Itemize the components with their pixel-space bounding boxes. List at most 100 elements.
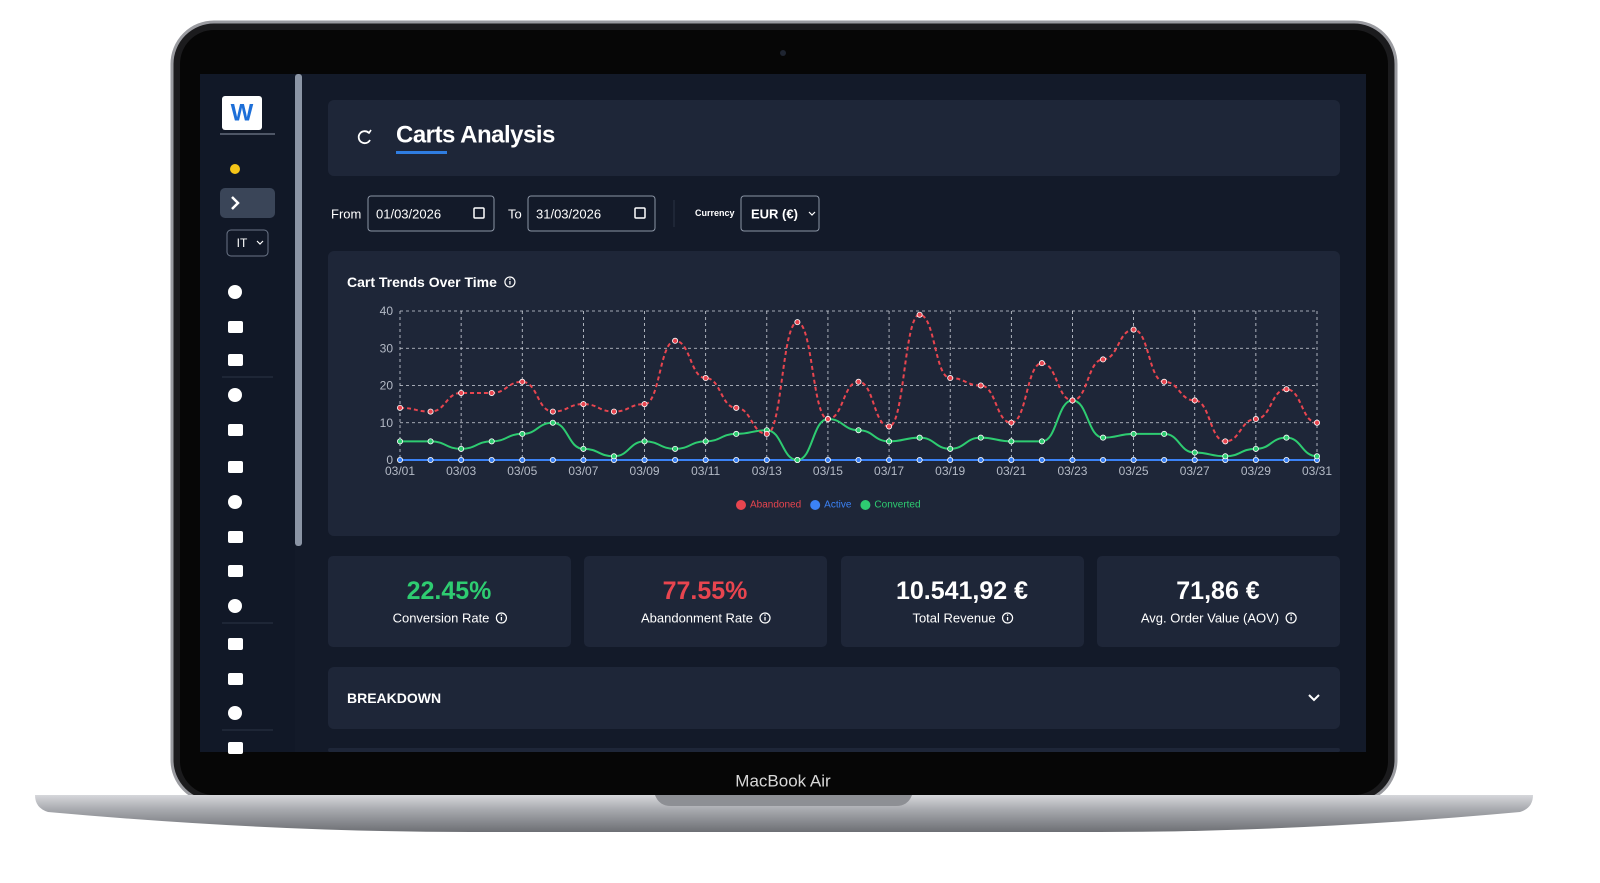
data-point[interactable]	[733, 404, 740, 411]
data-point[interactable]	[947, 445, 954, 452]
data-point[interactable]	[733, 456, 740, 463]
nav-icon[interactable]	[228, 565, 243, 577]
data-point[interactable]	[1130, 456, 1137, 463]
data-point[interactable]	[1130, 326, 1137, 333]
data-point[interactable]	[1100, 456, 1107, 463]
data-point[interactable]	[396, 404, 403, 411]
data-point[interactable]	[763, 456, 770, 463]
data-point[interactable]	[886, 456, 893, 463]
nav-icon[interactable]	[228, 638, 243, 650]
data-point[interactable]	[855, 456, 862, 463]
data-point[interactable]	[519, 430, 526, 437]
data-point[interactable]	[1100, 434, 1107, 441]
info-icon[interactable]	[504, 276, 516, 288]
data-point[interactable]	[855, 427, 862, 434]
data-point[interactable]	[1283, 456, 1290, 463]
data-point[interactable]	[947, 456, 954, 463]
data-point[interactable]	[1252, 416, 1259, 423]
data-point[interactable]	[427, 438, 434, 445]
data-point[interactable]	[580, 401, 587, 408]
data-point[interactable]	[824, 456, 831, 463]
data-point[interactable]	[977, 382, 984, 389]
currency-select[interactable]	[740, 195, 820, 232]
data-point[interactable]	[672, 445, 679, 452]
data-point[interactable]	[1283, 434, 1290, 441]
data-point[interactable]	[886, 423, 893, 430]
nav-icon[interactable]	[228, 321, 243, 333]
data-point[interactable]	[549, 456, 556, 463]
data-point[interactable]	[1008, 456, 1015, 463]
info-icon[interactable]	[1001, 612, 1014, 624]
data-point[interactable]	[1008, 419, 1015, 426]
data-point[interactable]	[610, 453, 617, 460]
to-date-input[interactable]	[527, 195, 656, 232]
data-point[interactable]	[1283, 386, 1290, 393]
theme-toggle[interactable]	[230, 164, 240, 174]
data-point[interactable]	[488, 389, 495, 396]
data-point[interactable]	[794, 319, 801, 326]
data-point[interactable]	[702, 438, 709, 445]
info-icon[interactable]	[1285, 612, 1297, 624]
data-point[interactable]	[1191, 397, 1198, 404]
data-point[interactable]	[641, 438, 648, 445]
data-point[interactable]	[458, 389, 465, 396]
legend-label[interactable]: Converted	[874, 500, 920, 511]
nav-icon[interactable]	[228, 495, 242, 509]
from-date-input[interactable]	[367, 195, 495, 232]
data-point[interactable]	[488, 456, 495, 463]
legend-marker[interactable]	[860, 500, 871, 510]
nav-icon[interactable]	[228, 742, 243, 754]
data-point[interactable]	[824, 416, 831, 423]
data-point[interactable]	[519, 378, 526, 385]
nav-icon[interactable]	[228, 388, 242, 402]
data-point[interactable]	[427, 408, 434, 415]
data-point[interactable]	[1069, 397, 1076, 404]
breakdown-panel[interactable]	[328, 667, 1340, 729]
language-select[interactable]	[226, 229, 269, 257]
data-point[interactable]	[794, 456, 801, 463]
legend-marker[interactable]	[810, 500, 821, 510]
data-point[interactable]	[1252, 445, 1259, 452]
data-point[interactable]	[641, 456, 648, 463]
nav-icon[interactable]	[228, 285, 242, 299]
data-point[interactable]	[396, 438, 403, 445]
data-point[interactable]	[702, 456, 709, 463]
data-point[interactable]	[672, 337, 679, 344]
data-point[interactable]	[916, 456, 923, 463]
data-point[interactable]	[1038, 456, 1045, 463]
data-point[interactable]	[1222, 438, 1229, 445]
data-point[interactable]	[733, 430, 740, 437]
legend-marker[interactable]	[736, 500, 746, 510]
collapse-button[interactable]	[220, 188, 275, 218]
data-point[interactable]	[641, 401, 648, 408]
data-point[interactable]	[1100, 356, 1107, 363]
data-point[interactable]	[1038, 438, 1045, 445]
data-point[interactable]	[1130, 430, 1137, 437]
data-point[interactable]	[1191, 456, 1198, 463]
data-point[interactable]	[549, 419, 556, 426]
data-point[interactable]	[763, 430, 770, 437]
info-icon[interactable]	[495, 612, 508, 624]
nav-icon[interactable]	[228, 531, 243, 543]
legend-label[interactable]: Active	[824, 500, 852, 511]
data-point[interactable]	[1252, 456, 1259, 463]
nav-icon[interactable]	[228, 354, 243, 366]
data-point[interactable]	[916, 434, 923, 441]
data-point[interactable]	[947, 375, 954, 382]
data-point[interactable]	[1314, 419, 1321, 426]
nav-icon[interactable]	[228, 424, 243, 436]
data-point[interactable]	[427, 456, 434, 463]
data-point[interactable]	[1314, 453, 1321, 460]
data-point[interactable]	[855, 378, 862, 385]
data-point[interactable]	[672, 456, 679, 463]
info-icon[interactable]	[759, 612, 771, 624]
data-point[interactable]	[488, 438, 495, 445]
data-point[interactable]	[1161, 456, 1168, 463]
data-point[interactable]	[580, 456, 587, 463]
legend-label[interactable]: Abandoned	[750, 500, 801, 511]
data-point[interactable]	[458, 456, 465, 463]
data-point[interactable]	[549, 408, 556, 415]
data-point[interactable]	[610, 408, 617, 415]
data-point[interactable]	[1008, 438, 1015, 445]
data-point[interactable]	[977, 456, 984, 463]
